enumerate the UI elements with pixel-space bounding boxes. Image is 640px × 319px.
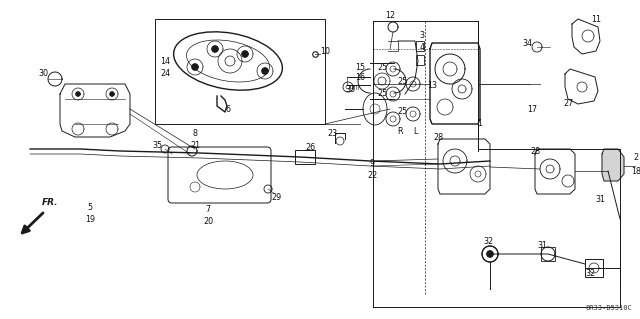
- Text: 24: 24: [160, 69, 170, 78]
- Text: 16: 16: [355, 72, 365, 81]
- Text: 8: 8: [193, 130, 198, 138]
- Text: 13: 13: [427, 81, 437, 91]
- Text: 25: 25: [377, 88, 387, 98]
- Text: 10: 10: [320, 47, 330, 56]
- Text: 19: 19: [85, 214, 95, 224]
- Text: 8R33-B5310C: 8R33-B5310C: [585, 305, 632, 311]
- Text: 29: 29: [271, 192, 281, 202]
- Text: 26: 26: [305, 143, 315, 152]
- Text: L: L: [413, 127, 417, 136]
- Text: 25: 25: [398, 108, 408, 116]
- Text: R: R: [397, 127, 403, 136]
- Polygon shape: [262, 68, 268, 74]
- Text: FR.: FR.: [42, 198, 58, 207]
- Text: 15: 15: [355, 63, 365, 71]
- Text: 34: 34: [522, 40, 532, 48]
- Bar: [416, 55, 424, 65]
- Text: 25: 25: [398, 78, 408, 86]
- Text: 30: 30: [38, 70, 48, 78]
- Polygon shape: [242, 51, 248, 57]
- Text: 6: 6: [225, 105, 230, 114]
- Bar: [295, 150, 315, 164]
- Bar: [541, 247, 555, 261]
- Bar: [585, 259, 603, 277]
- Text: 4: 4: [419, 42, 424, 51]
- Text: 11: 11: [591, 14, 601, 24]
- Text: 20: 20: [203, 217, 213, 226]
- Polygon shape: [487, 251, 493, 257]
- Text: 7: 7: [205, 204, 211, 213]
- Polygon shape: [110, 92, 114, 96]
- Polygon shape: [76, 92, 80, 96]
- Text: 27: 27: [563, 100, 573, 108]
- Text: 2: 2: [634, 152, 639, 161]
- Text: 3: 3: [419, 32, 424, 41]
- Text: 25: 25: [377, 63, 387, 71]
- Text: 31: 31: [537, 241, 547, 250]
- Text: 28: 28: [433, 132, 443, 142]
- Text: 28: 28: [530, 146, 540, 155]
- Text: 35: 35: [152, 142, 162, 151]
- Polygon shape: [602, 149, 624, 181]
- Polygon shape: [212, 46, 218, 52]
- Text: 32: 32: [585, 269, 595, 278]
- Text: 23: 23: [327, 130, 337, 138]
- Text: 33: 33: [345, 85, 355, 93]
- Text: 5: 5: [88, 203, 93, 211]
- Bar: [416, 41, 424, 51]
- Text: 22: 22: [367, 172, 377, 181]
- Text: 1: 1: [477, 120, 483, 129]
- Text: 9: 9: [369, 160, 374, 168]
- Text: 14: 14: [160, 56, 170, 65]
- Polygon shape: [192, 64, 198, 70]
- Text: 21: 21: [190, 142, 200, 151]
- Bar: [155, 19, 325, 124]
- Text: 18: 18: [631, 167, 640, 175]
- Text: 17: 17: [527, 105, 537, 114]
- Text: 31: 31: [595, 195, 605, 204]
- Text: 32: 32: [483, 236, 493, 246]
- Text: 12: 12: [385, 11, 395, 19]
